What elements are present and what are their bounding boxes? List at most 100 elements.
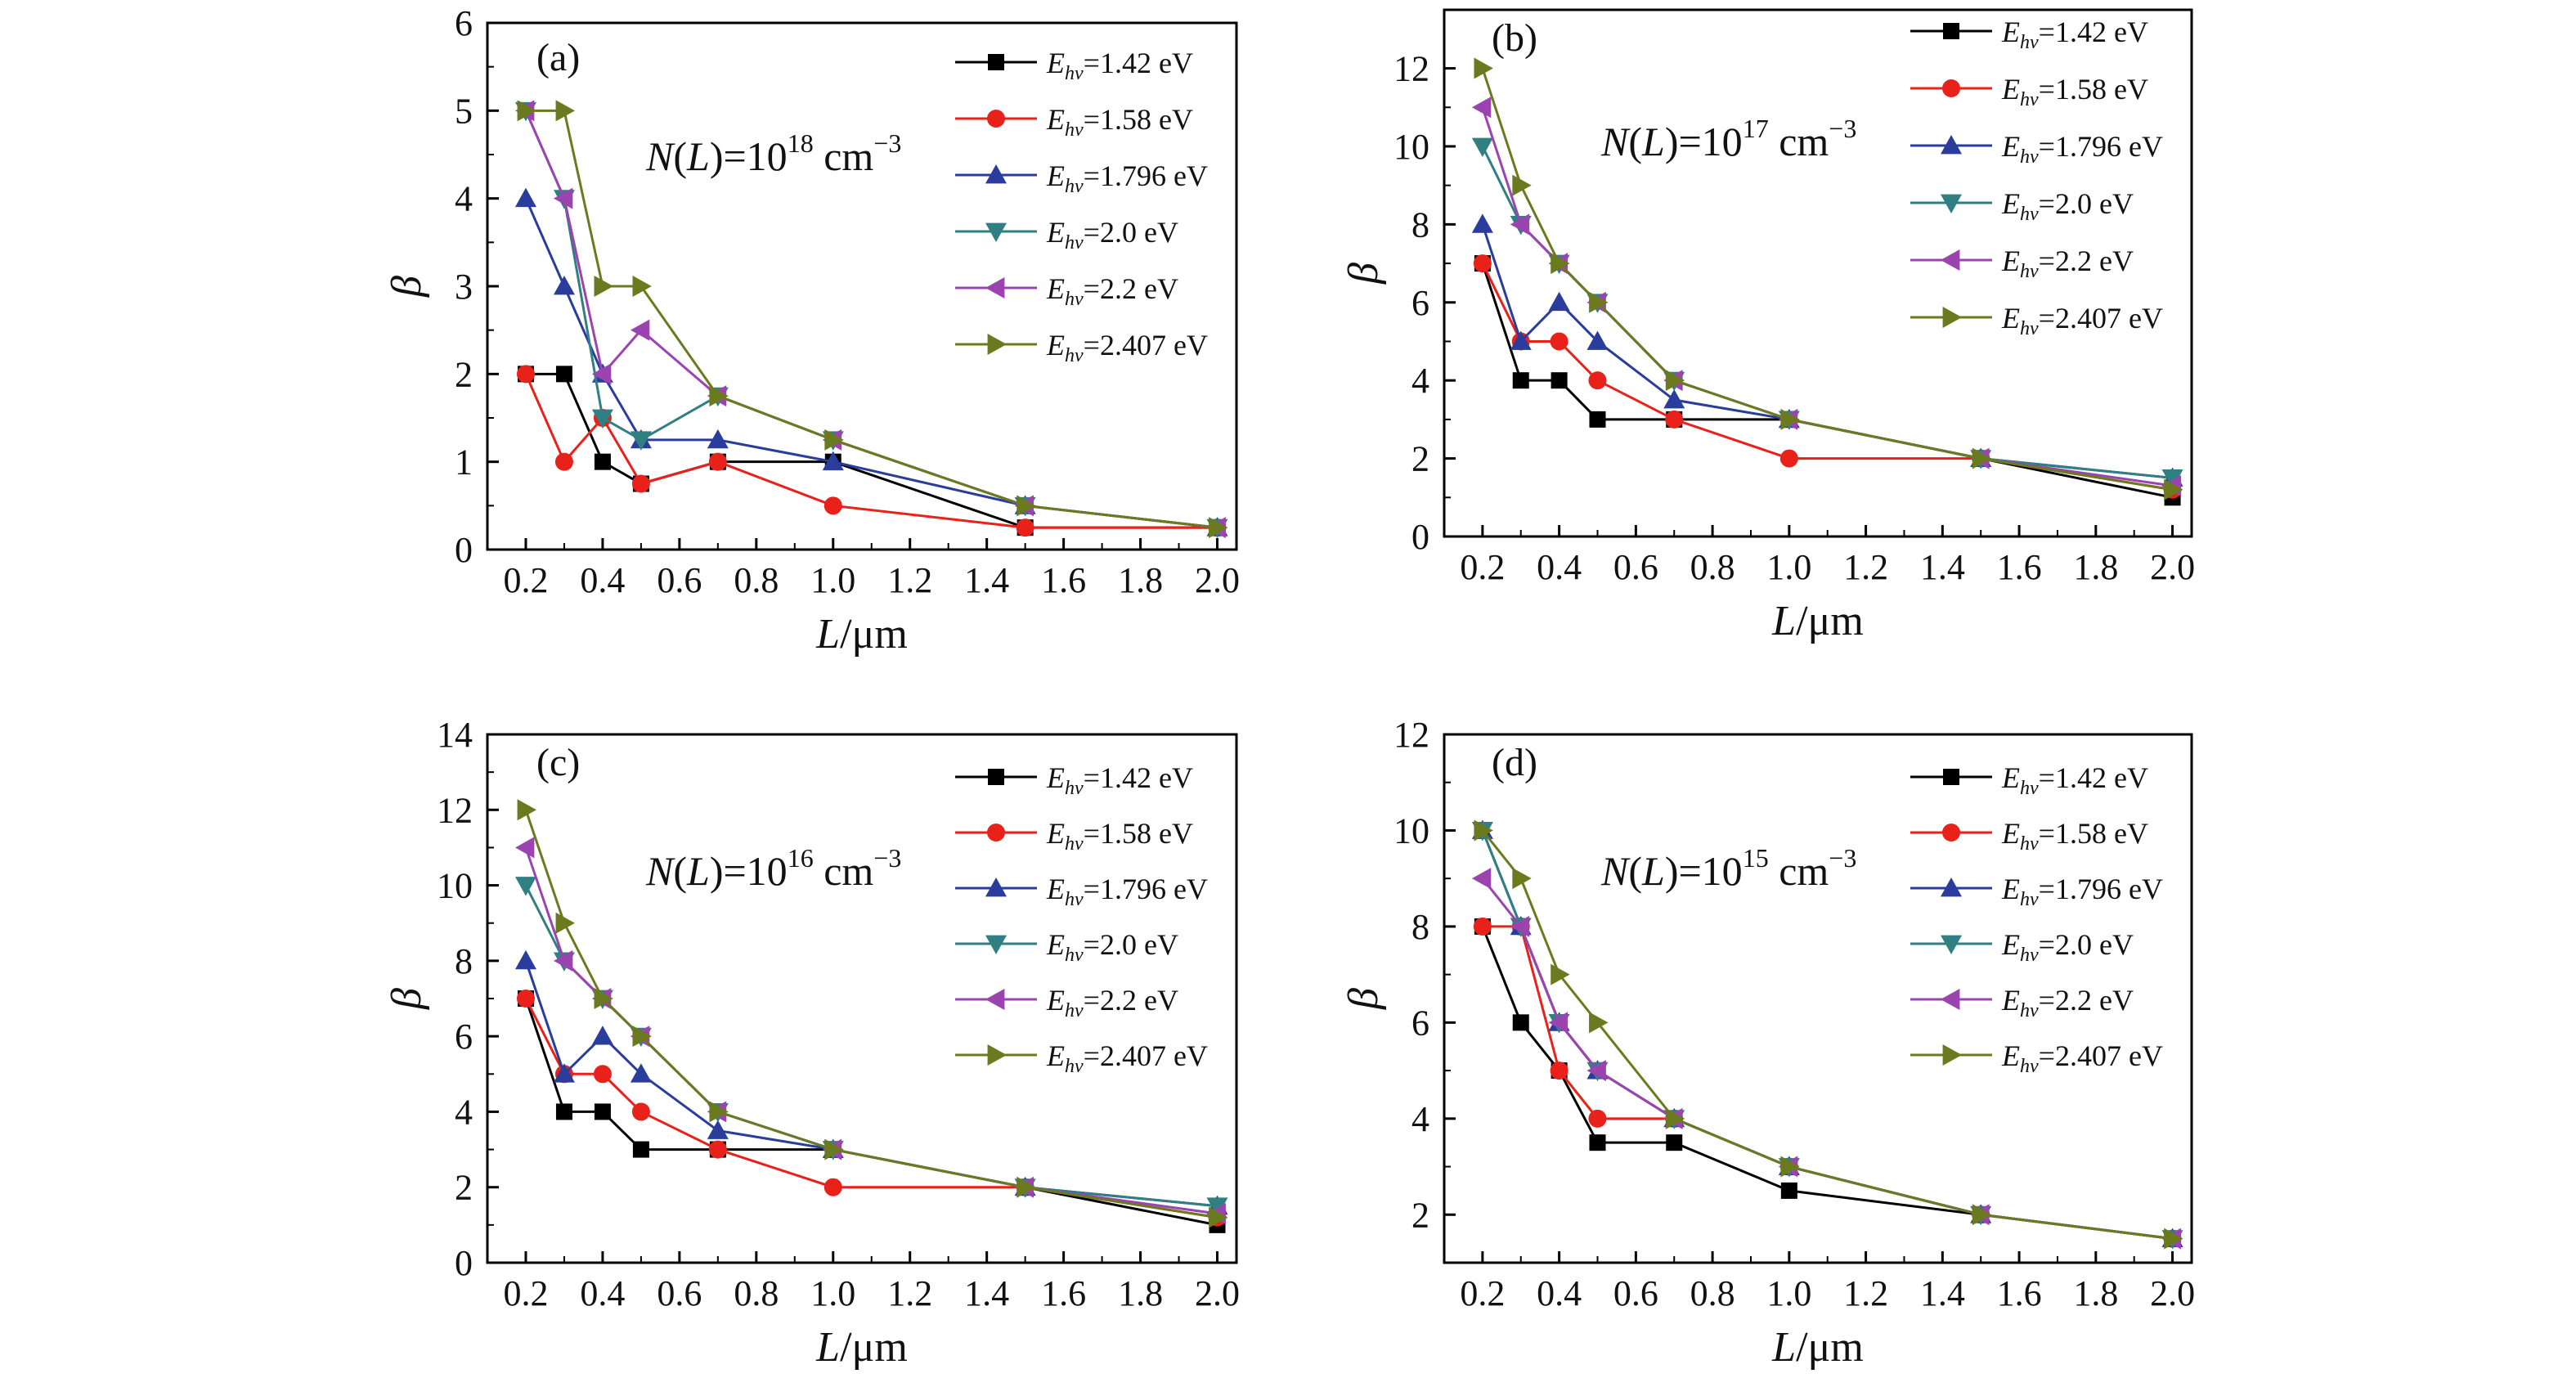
data-point xyxy=(554,452,573,471)
x-tick-label: 1.4 xyxy=(1920,1273,1965,1313)
data-point xyxy=(517,100,536,122)
y-tick-label: 0 xyxy=(455,530,473,570)
data-point xyxy=(1588,371,1607,390)
data-point xyxy=(709,385,729,407)
x-tick-label: 1.8 xyxy=(2073,1273,2118,1313)
x-tick-label: 0.4 xyxy=(580,1273,625,1313)
plot-frame xyxy=(1443,733,2193,1264)
legend-entry: Ehv=2.407 eV xyxy=(955,329,1208,366)
data-point xyxy=(1209,517,1228,539)
data-point xyxy=(1972,1204,1992,1226)
density-annotation: N(L)=1015 cm−3 xyxy=(1600,843,1856,894)
y-axis-title: β xyxy=(1340,988,1387,1010)
data-series xyxy=(1474,57,2183,500)
y-tick-label: 12 xyxy=(1393,715,1429,755)
x-tick-label: 0.4 xyxy=(580,560,625,600)
legend-label: Ehv=2.407 eV xyxy=(2001,1039,2163,1077)
legend-entry: Ehv=1.58 eV xyxy=(955,103,1193,141)
x-tick-label: 1.8 xyxy=(1118,1273,1163,1313)
legend-label: Ehv=1.42 eV xyxy=(2001,761,2148,799)
legend-marker xyxy=(988,54,1004,70)
x-tick-label: 2.0 xyxy=(2150,547,2195,587)
y-tick-label: 10 xyxy=(437,866,473,906)
legend-label: Ehv=2.2 eV xyxy=(2001,245,2134,282)
x-tick-label: 0.4 xyxy=(1537,1273,1582,1313)
legend-entry: Ehv=2.407 eV xyxy=(1910,1039,2163,1077)
legend-entry: Ehv=2.0 eV xyxy=(955,928,1178,966)
data-point xyxy=(631,1102,650,1121)
data-point xyxy=(1473,917,1492,936)
data-point xyxy=(1551,253,1570,275)
data-point xyxy=(824,496,842,515)
series-line xyxy=(1481,68,2173,492)
x-tick-label: 1.2 xyxy=(887,1273,932,1313)
data-point xyxy=(1665,410,1684,429)
data-point xyxy=(517,799,536,821)
data-point xyxy=(824,1138,844,1160)
data-point xyxy=(1510,330,1532,350)
data-point xyxy=(630,319,650,341)
data-point xyxy=(1665,1107,1685,1129)
legend-marker xyxy=(985,222,1007,242)
y-tick-label: 0 xyxy=(455,1243,473,1283)
legend-marker xyxy=(985,277,1005,298)
x-tick-label: 0.8 xyxy=(1690,547,1735,587)
chart-panel: 0.2 0.4 0.6 0.8 1.0 1.2 1.4 1.6 1.8 2.0 2 4 6 8 10 12 L/… xyxy=(1340,715,2195,1371)
legend-label: Ehv=1.796 eV xyxy=(2001,130,2163,168)
chart-panel: 0.2 0.4 0.6 0.8 1.0 1.2 1.4 1.6 1.8 2.0 0 1 2 3 4 5 6 L/μ… xyxy=(384,3,1240,658)
data-point xyxy=(632,1026,652,1048)
data-series xyxy=(516,365,1227,537)
series-line xyxy=(525,372,1218,529)
data-point xyxy=(707,1120,729,1139)
data-point xyxy=(591,363,612,385)
legend-label: Ehv=2.407 eV xyxy=(1046,329,1208,366)
legend-label: Ehv=2.2 eV xyxy=(1046,984,1178,1021)
density-annotation: N(L)=1017 cm−3 xyxy=(1600,114,1856,164)
legend-label: Ehv=1.58 eV xyxy=(2001,817,2148,855)
data-point xyxy=(555,912,575,934)
data-point xyxy=(553,1063,575,1083)
y-tick-label: 8 xyxy=(1411,204,1429,245)
panel-label: (a) xyxy=(536,36,580,79)
data-point xyxy=(593,1065,612,1084)
y-tick-label: 6 xyxy=(1411,283,1429,323)
panel-label: (d) xyxy=(1492,741,1537,784)
x-tick-label: 1.2 xyxy=(1843,1273,1888,1313)
x-axis-title: L/μm xyxy=(815,611,908,658)
x-tick-label: 1.4 xyxy=(964,1273,1009,1313)
x-tick-label: 0.8 xyxy=(1690,1273,1735,1313)
legend-entry: Ehv=1.58 eV xyxy=(955,817,1193,855)
x-tick-label: 1.8 xyxy=(2073,547,2118,587)
data-point xyxy=(1512,174,1532,196)
series-line xyxy=(1481,926,2173,1241)
x-tick-label: 1.0 xyxy=(810,1273,855,1313)
data-point xyxy=(591,409,613,429)
y-tick-label: 3 xyxy=(455,267,473,307)
legend-entry: Ehv=1.58 eV xyxy=(1910,817,2148,855)
legend-label: Ehv=2.0 eV xyxy=(1046,216,1178,254)
legend-marker xyxy=(987,334,1007,355)
y-tick-label: 8 xyxy=(1411,907,1429,947)
y-tick-label: 8 xyxy=(455,941,473,981)
plot-frame xyxy=(1443,8,2193,538)
y-tick-label: 14 xyxy=(437,715,473,755)
data-point xyxy=(1510,915,1530,937)
legend-entry: Ehv=2.2 eV xyxy=(955,272,1178,310)
data-point xyxy=(1512,372,1529,389)
data-point xyxy=(1016,1176,1036,1198)
series-line xyxy=(1482,925,2173,1241)
legend-marker xyxy=(1941,989,1960,1010)
data-point xyxy=(708,1140,727,1159)
legend-entry: Ehv=1.796 eV xyxy=(1910,873,2163,910)
x-tick-label: 1.6 xyxy=(1041,560,1086,600)
data-point xyxy=(553,276,575,295)
data-point xyxy=(630,431,652,451)
y-tick-label: 12 xyxy=(437,790,473,830)
legend-label: Ehv=1.58 eV xyxy=(2001,73,2148,110)
chart-panel: 0.2 0.4 0.6 0.8 1.0 1.2 1.4 1.6 1.8 2.0 0 2 4 6 8 10 12 L… xyxy=(1340,8,2195,644)
y-tick-label: 6 xyxy=(1411,1003,1429,1043)
data-point xyxy=(1209,1206,1228,1228)
x-tick-label: 1.2 xyxy=(887,560,932,600)
legend-entry: Ehv=1.58 eV xyxy=(1910,73,2148,110)
